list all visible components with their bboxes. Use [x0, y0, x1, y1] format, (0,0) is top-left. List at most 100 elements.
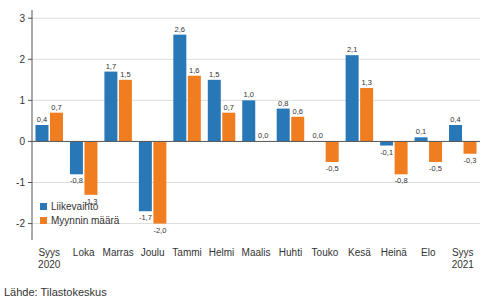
grid-line: [32, 18, 480, 19]
bar: [449, 125, 462, 141]
category-label: Syys2021: [452, 247, 475, 270]
chart: -2-101230,4-0,81,7-1,72,61,51,00,80,02,1…: [0, 0, 493, 304]
legend-swatch: [40, 203, 47, 210]
legend-swatch: [40, 217, 47, 224]
category-label: Joulu: [141, 247, 165, 258]
category-label-line: Syys: [452, 247, 474, 258]
category-label: Tammi: [172, 247, 201, 258]
category-label-line: 2020: [38, 259, 61, 270]
category-label: Huhti: [279, 247, 302, 258]
category-label-line: Syys: [38, 247, 60, 258]
bar: [291, 117, 304, 142]
source: Lähde: Tilastokeskus: [4, 286, 107, 298]
tick-mark: [28, 223, 32, 224]
tick-label: 1: [19, 95, 25, 106]
grid-line: [32, 100, 480, 101]
bar: [70, 141, 83, 174]
bar: [139, 141, 152, 211]
category-label: Heinä: [381, 247, 408, 258]
data-label: 1,5: [209, 70, 219, 79]
data-label: -0,8: [395, 176, 408, 185]
category-label: Elo: [421, 247, 436, 258]
data-label: 1,5: [120, 70, 130, 79]
tick-mark: [28, 59, 32, 60]
data-label: 2,1: [347, 45, 357, 54]
data-label: -1,7: [139, 213, 152, 222]
data-label: 1,7: [106, 62, 116, 71]
bar: [84, 141, 97, 194]
y-axis: [32, 10, 33, 240]
data-label: 0,4: [450, 115, 460, 124]
grid-line: [32, 182, 480, 183]
category-label-line: Marras: [103, 247, 134, 258]
tick-label: 0: [19, 136, 25, 147]
data-label: 1,3: [361, 78, 371, 87]
category-label-line: 2021: [452, 259, 475, 270]
bar: [380, 141, 393, 145]
legend-label: Liikevaihto: [51, 201, 99, 212]
bars: [35, 35, 476, 224]
data-label: 0,4: [37, 115, 47, 124]
data-label: 0,6: [292, 107, 302, 116]
tick-mark: [28, 18, 32, 19]
tick-label: -2: [16, 218, 25, 229]
bar: [242, 100, 255, 141]
category-label: Marras: [103, 247, 134, 258]
data-label: -0,5: [326, 164, 339, 173]
bar: [119, 80, 132, 142]
category-label-line: Heinä: [381, 247, 408, 258]
data-label: 0,1: [416, 127, 426, 136]
data-label: 1,0: [244, 90, 254, 99]
bar: [188, 76, 201, 142]
category-label: Touko: [312, 247, 339, 258]
category-label-line: Loka: [73, 247, 95, 258]
bar: [395, 141, 408, 174]
category-label: Helmi: [209, 247, 235, 258]
bar: [104, 72, 117, 142]
category-label-line: Maalis: [242, 247, 271, 258]
bar: [360, 88, 373, 141]
legend-label: Myynnin määrä: [51, 215, 120, 226]
zero-line: [32, 141, 480, 142]
category-label: Syys2020: [38, 247, 61, 270]
bar: [173, 35, 186, 142]
data-label: -0,8: [70, 176, 83, 185]
data-label: -0,3: [464, 156, 477, 165]
tick-mark: [28, 100, 32, 101]
bar: [326, 141, 339, 162]
category-label-line: Touko: [312, 247, 339, 258]
data-label: 0,7: [51, 103, 61, 112]
bar: [35, 125, 48, 141]
data-label: 0,8: [278, 99, 288, 108]
data-label: 0,7: [224, 103, 234, 112]
tick-mark: [28, 141, 32, 142]
bar: [415, 137, 428, 141]
bar: [277, 109, 290, 142]
tick-label: -1: [16, 177, 25, 188]
category-label-line: Elo: [421, 247, 436, 258]
bar: [429, 141, 442, 162]
data-label: 0,0: [258, 131, 268, 140]
bar: [50, 113, 63, 142]
bar: [208, 80, 221, 142]
bar: [464, 141, 477, 153]
data-label: 1,6: [189, 66, 199, 75]
category-label-line: Kesä: [348, 247, 371, 258]
tick-mark: [28, 182, 32, 183]
tick-label: 3: [19, 13, 25, 24]
category-label-line: Huhti: [279, 247, 302, 258]
data-labels: 0,4-0,81,7-1,72,61,51,00,80,02,1-0,10,10…: [37, 25, 477, 235]
category-label: Maalis: [242, 247, 271, 258]
data-label: -0,5: [429, 164, 442, 173]
data-label: -0,1: [380, 148, 393, 157]
bar: [222, 113, 235, 142]
bar: [346, 55, 359, 141]
data-label: -2,0: [153, 226, 166, 235]
category-label: Kesä: [348, 247, 371, 258]
data-label: 0,0: [312, 131, 322, 140]
category-label-line: Helmi: [209, 247, 235, 258]
grid-line: [32, 59, 480, 60]
category-label: Loka: [73, 247, 95, 258]
category-label-line: Tammi: [172, 247, 201, 258]
tick-label: 2: [19, 54, 25, 65]
